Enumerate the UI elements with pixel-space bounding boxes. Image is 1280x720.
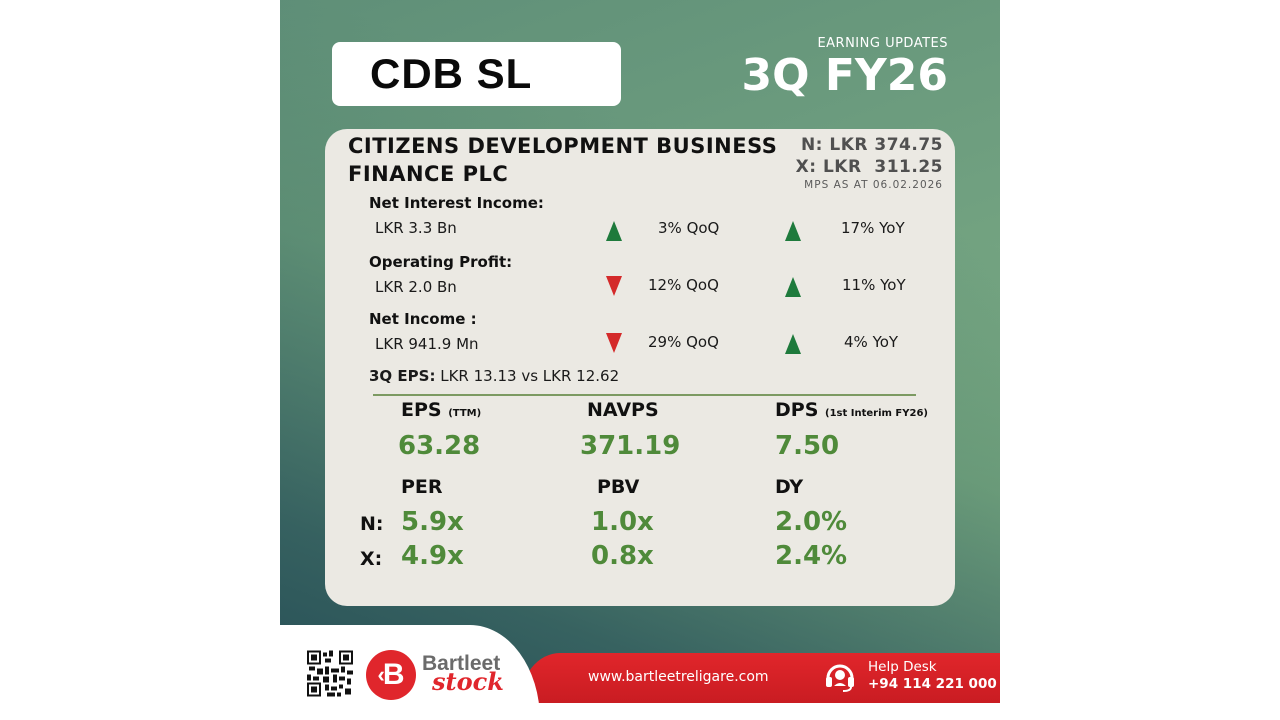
yoy-change-net-income: 4% YoY [844, 333, 899, 351]
ratio-header-pbv: PBV [597, 476, 640, 498]
brand-name-top: Bartleet [422, 652, 501, 675]
ticker-badge: CDB SL [332, 42, 621, 106]
earning-header: EARNING UPDATES 3Q FY26 [742, 36, 949, 99]
quarter-eps: 3Q EPS: LKR 13.13 vs LKR 12.62 [369, 367, 619, 385]
row-label-x: X: [360, 548, 383, 570]
up-arrow-icon [606, 221, 622, 241]
help-desk-phone[interactable]: +94 114 221 000 [868, 676, 997, 692]
earnings-poster: CDB SL EARNING UPDATES 3Q FY26 CITIZENS … [280, 0, 1000, 720]
dy-x: 2.4% [775, 541, 848, 571]
qoq-change-operating-profit: 12% QoQ [648, 276, 719, 294]
metric-value-operating-profit: LKR 2.0 Bn [375, 278, 457, 296]
down-arrow-icon [606, 276, 622, 296]
mps-date: MPS AS AT 06.02.2026 [804, 179, 943, 191]
down-arrow-icon [606, 333, 622, 353]
ratio-header-per: PER [401, 476, 443, 498]
footer-bottom-strip [280, 703, 1000, 720]
bartleet-logo-icon: ‹ B [366, 650, 416, 700]
up-arrow-icon [785, 334, 801, 354]
summary-card: CITIZENS DEVELOPMENT BUSINESS FINANCE PL… [325, 129, 955, 606]
dy-n: 2.0% [775, 507, 848, 537]
row-label-n: N: [360, 513, 384, 535]
yoy-change-operating-profit: 11% YoY [842, 276, 906, 294]
metric-value-nii: LKR 3.3 Bn [375, 219, 457, 237]
ticker-symbol: CDB SL [370, 50, 533, 97]
brand-name-bottom: stock [432, 667, 504, 696]
metric-label-operating-profit: Operating Profit: [369, 253, 513, 271]
mps-n: N: LKR 374.75 [800, 135, 943, 155]
help-desk-label: Help Desk [868, 659, 937, 675]
company-name: CITIZENS DEVELOPMENT BUSINESS FINANCE PL… [348, 134, 778, 186]
market-price: N: LKR 374.75 X: LKR 311.25 MPS AS AT 06… [796, 134, 943, 191]
yoy-change-nii: 17% YoY [841, 219, 905, 237]
up-arrow-icon [785, 221, 801, 241]
qoq-change-net-income: 29% QoQ [648, 333, 719, 351]
quarter-eps-label: 3Q EPS: [369, 367, 436, 385]
kpi-eps-label: EPS (TTM) [401, 399, 482, 421]
footer-red-band [520, 653, 1000, 703]
per-x: 4.9x [401, 541, 464, 571]
qr-code-icon[interactable] [307, 650, 353, 697]
metric-label-nii: Net Interest Income: [369, 194, 544, 212]
quarter-eps-value: LKR 13.13 vs LKR 12.62 [440, 367, 620, 385]
website-link[interactable]: www.bartleetreligare.com [588, 669, 769, 685]
ratio-header-dy: DY [775, 476, 804, 498]
mps-x: X: LKR 311.25 [795, 157, 943, 177]
kpi-navps-value: 371.19 [580, 431, 681, 461]
earning-period: 3Q FY26 [741, 50, 949, 101]
pbv-n: 1.0x [591, 507, 654, 537]
kpi-navps-label: NAVPS [587, 399, 659, 421]
metric-value-net-income: LKR 941.9 Mn [375, 335, 479, 353]
per-n: 5.9x [401, 507, 464, 537]
pbv-x: 0.8x [591, 541, 654, 571]
kpi-dps-label: DPS (1st Interim FY26) [775, 399, 928, 421]
kpi-dps-value: 7.50 [775, 431, 840, 461]
earning-subtitle: EARNING UPDATES [817, 36, 948, 51]
section-divider [373, 394, 916, 396]
kpi-eps-value: 63.28 [398, 431, 481, 461]
qoq-change-nii: 3% QoQ [658, 219, 720, 237]
up-arrow-icon [785, 277, 801, 297]
headset-icon [826, 664, 854, 692]
metric-label-net-income: Net Income : [369, 310, 477, 328]
